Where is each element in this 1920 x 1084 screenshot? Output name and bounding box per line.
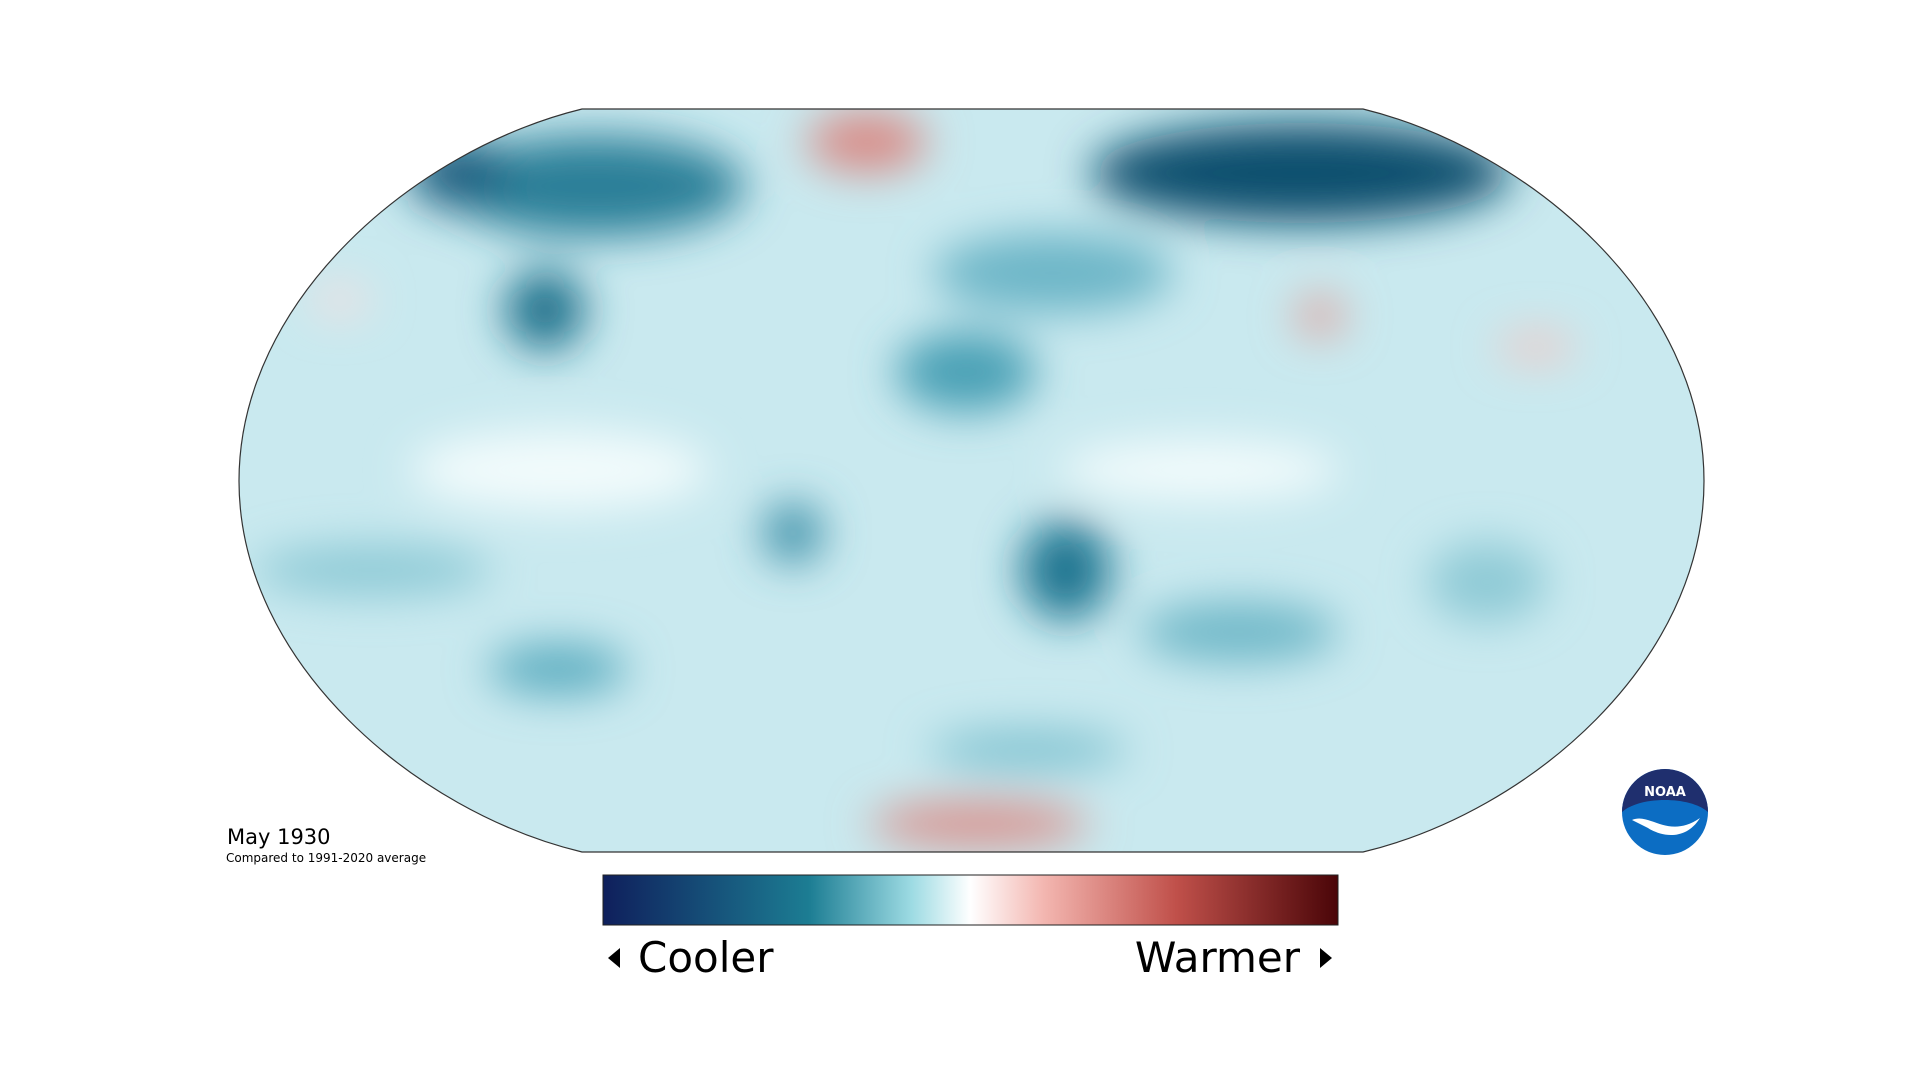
anomaly-field [239,109,1704,852]
logo-text: NOAA [1644,785,1686,800]
logo-top [1622,769,1708,812]
map-outline [238,108,1705,853]
cool-area [1091,123,1511,223]
cool-area [1021,520,1111,620]
cool-area [933,233,1173,313]
cool-area [896,332,1036,412]
legend-left-label: Cooler [638,933,774,982]
warm-area [807,112,927,172]
map-subtitle: Compared to 1991-2020 average [226,851,426,865]
left-arrow [608,948,620,968]
cool-area [408,138,508,208]
warm-area [869,802,1089,846]
warm-area [1496,332,1576,362]
warm-area [1295,296,1345,336]
legend-right-label: Warmer [1135,933,1301,982]
anomaly-blobs [252,112,1576,846]
logo-bird [1632,818,1700,836]
cool-area [1427,542,1547,622]
cool-area [252,545,492,595]
cool-area [445,136,745,236]
neutral-area [410,430,710,510]
neutral-area [1060,440,1340,500]
map-title: May 1930 [227,825,331,849]
cool-area [505,270,585,350]
warm-area [310,285,370,315]
right-arrow [1320,948,1332,968]
cool-area [488,644,628,694]
cool-area [928,730,1128,770]
cool-area [1139,602,1339,662]
color-scale [602,874,1339,926]
noaa-logo: NOAA [1622,769,1708,855]
cool-area [763,503,823,563]
